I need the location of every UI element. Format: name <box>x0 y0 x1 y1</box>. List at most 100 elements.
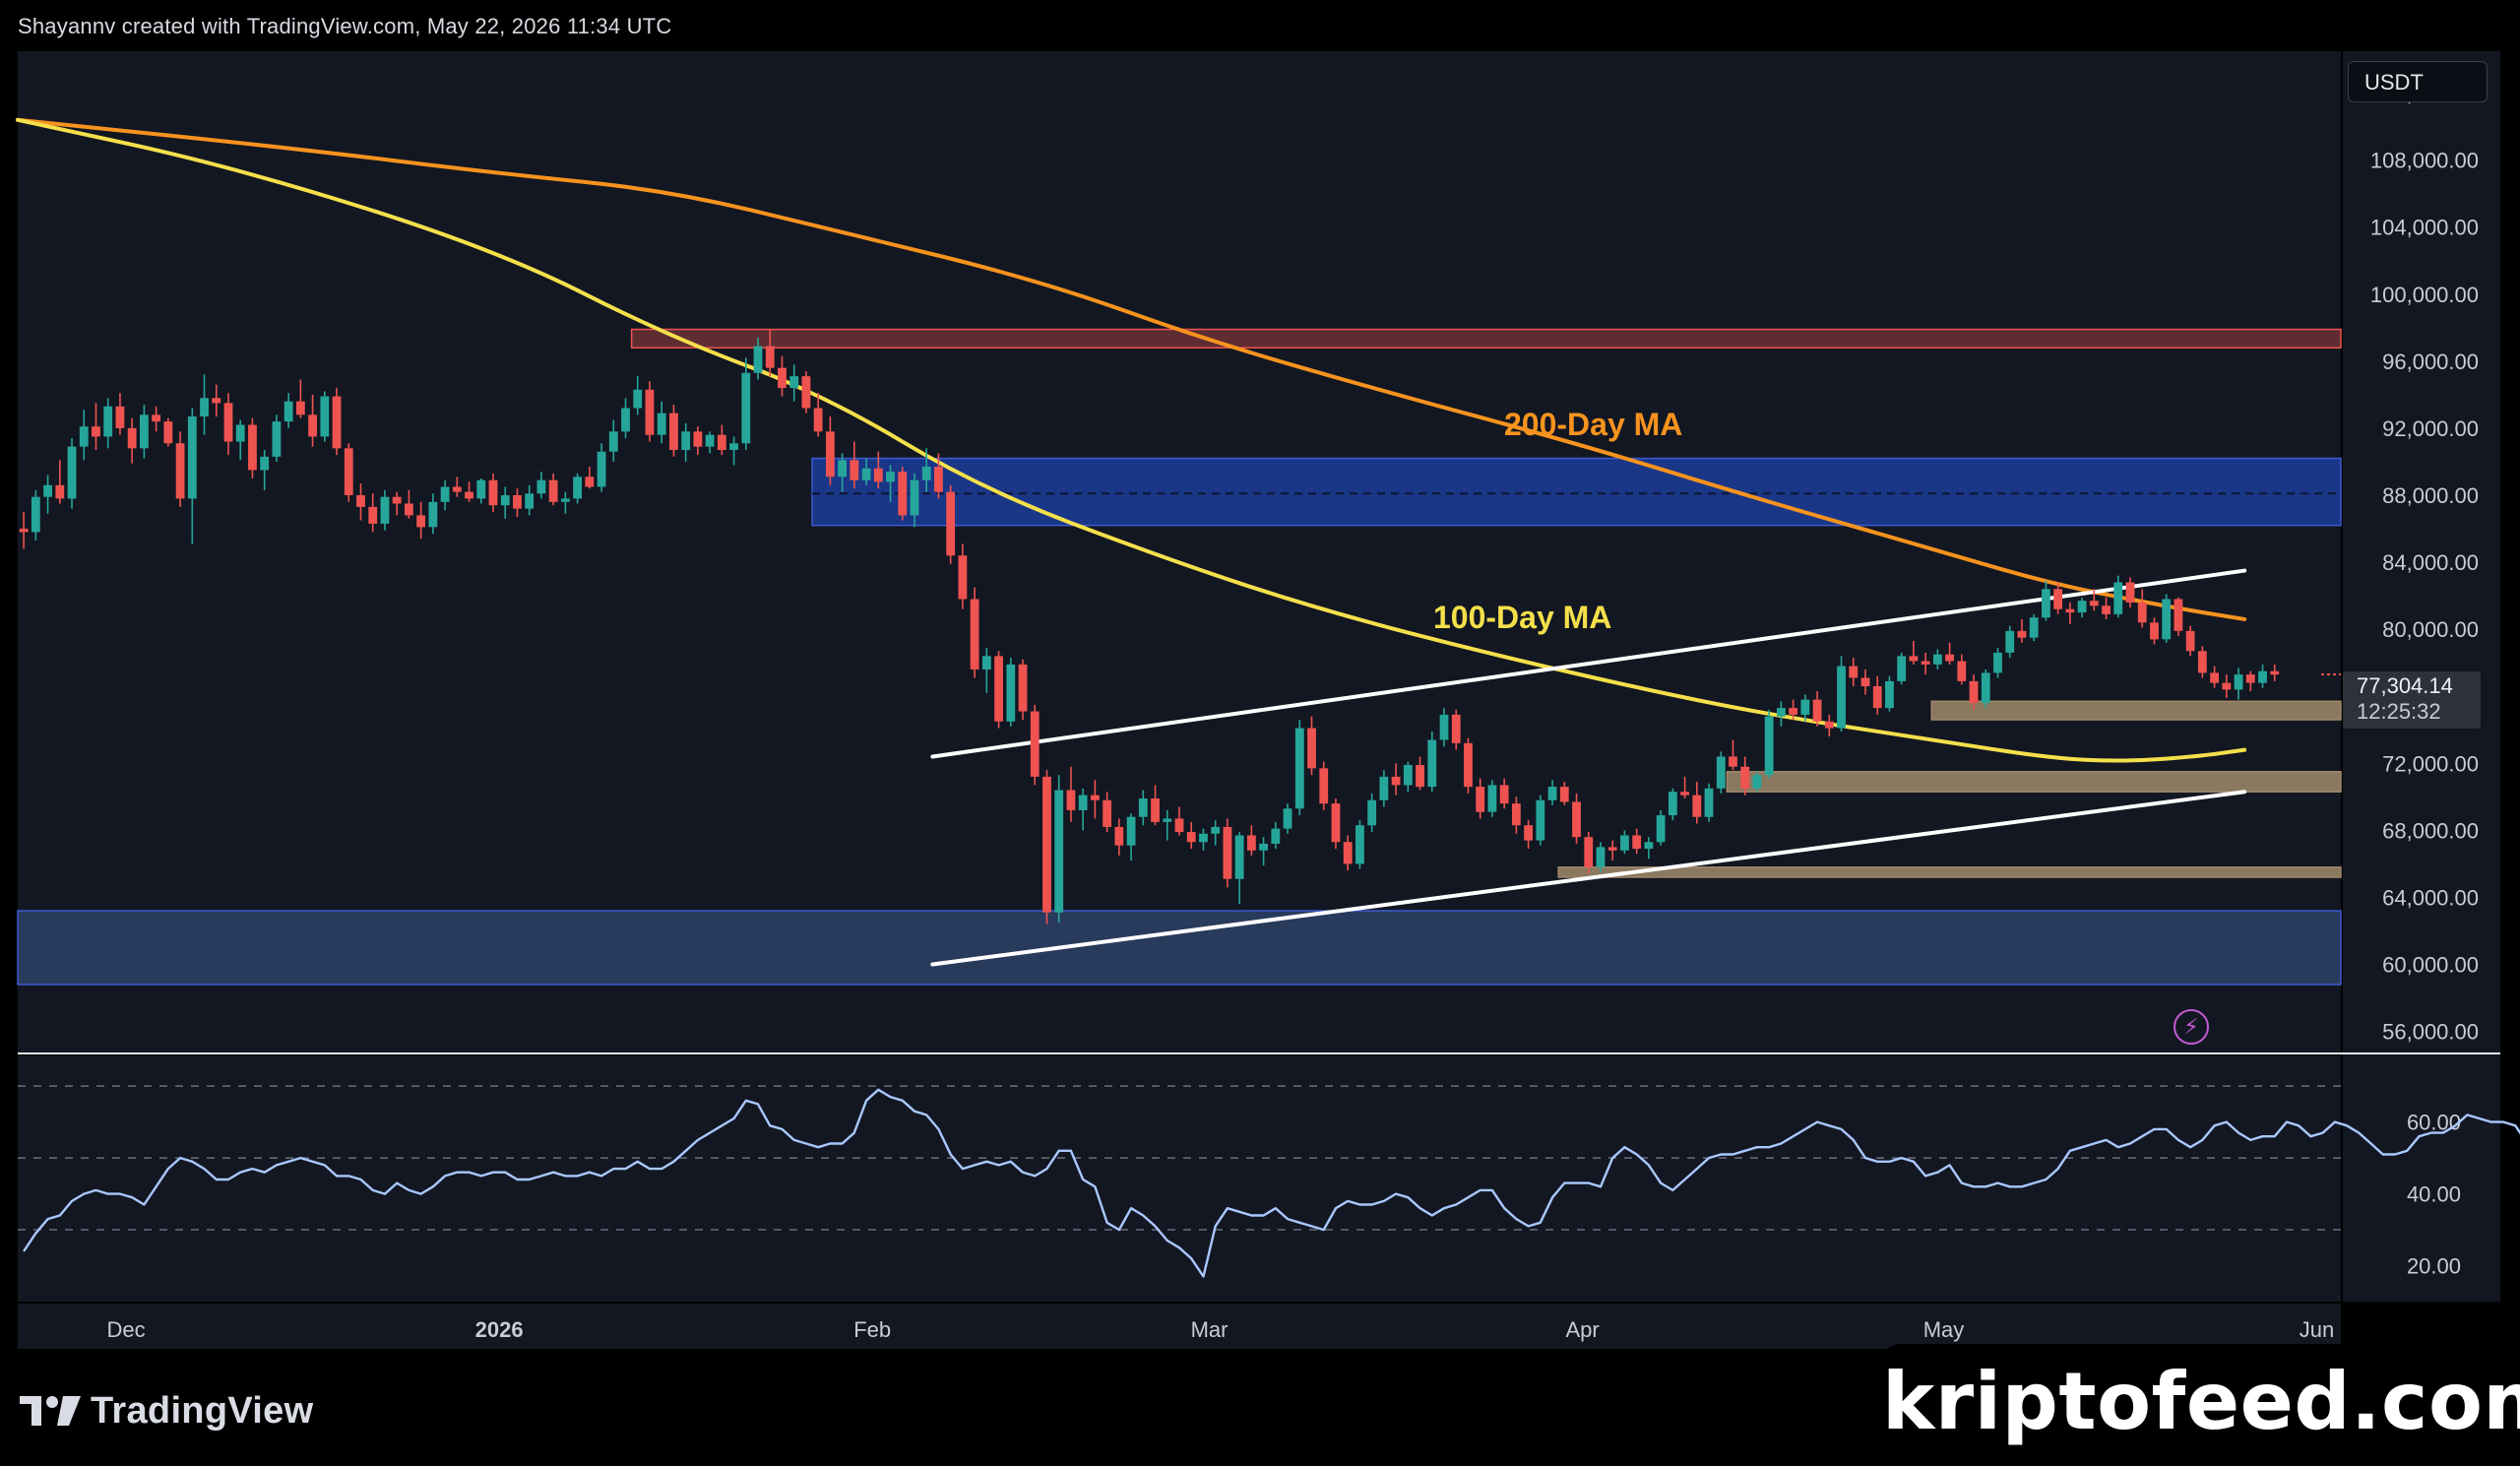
candle-body <box>898 472 908 516</box>
candle-body <box>1644 842 1654 850</box>
candle <box>79 410 89 461</box>
candle-body <box>356 494 365 507</box>
candle <box>741 357 751 451</box>
candle <box>1656 809 1666 846</box>
candle-body <box>1596 847 1606 867</box>
candle <box>67 438 77 509</box>
candle-body <box>2137 602 2147 623</box>
candle-body <box>103 406 113 437</box>
tradingview-logo[interactable]: TradingView <box>20 1386 313 1435</box>
candle-body <box>597 451 606 487</box>
candle-body <box>1607 847 1617 851</box>
candle-body <box>2222 682 2232 690</box>
candle <box>1921 652 1930 675</box>
candle-body <box>994 656 1003 722</box>
candle <box>1451 709 1461 750</box>
candle-body <box>1427 739 1437 788</box>
candle <box>416 501 426 540</box>
candle <box>970 587 979 678</box>
candle-body <box>1186 832 1196 843</box>
candle <box>2270 664 2280 681</box>
candle <box>1487 780 1497 817</box>
candle <box>1234 832 1244 905</box>
candle <box>1620 830 1629 855</box>
price-tick-label: 56,000.00 <box>2382 1020 2479 1045</box>
candle-body <box>1211 826 1221 834</box>
candle <box>1186 821 1196 850</box>
candle <box>152 406 161 432</box>
price-tick-label: 104,000.00 <box>2370 216 2479 240</box>
candle-body <box>1102 799 1112 827</box>
candle-body <box>1572 801 1581 838</box>
candle-body <box>536 479 546 494</box>
candle <box>2005 625 2015 659</box>
candle-body <box>1391 776 1401 786</box>
candle <box>1006 658 1016 727</box>
candle <box>1138 790 1148 826</box>
rsi-pane <box>18 1055 2341 1302</box>
candle <box>1716 751 1726 794</box>
candle <box>1993 647 2002 678</box>
candle <box>1692 782 1702 824</box>
candle <box>1776 701 1786 727</box>
candle <box>560 491 570 514</box>
candle <box>500 486 510 519</box>
candle <box>465 481 473 502</box>
candle-body <box>1800 699 1810 715</box>
candle <box>1981 669 1990 709</box>
candle <box>272 414 282 462</box>
price-tick-label: 60,000.00 <box>2382 953 2479 978</box>
candle-body <box>2077 601 2087 613</box>
candle-body <box>2234 674 2243 690</box>
candle-body <box>1969 680 1979 704</box>
candle-body <box>2258 670 2267 683</box>
currency-selector[interactable]: USDT <box>2348 61 2488 102</box>
time-tick-label: 2026 <box>475 1317 524 1342</box>
candle-body <box>1126 816 1136 846</box>
candle <box>1644 837 1654 860</box>
candle-body <box>152 414 161 422</box>
candle-body <box>2029 617 2039 638</box>
candle <box>428 493 438 535</box>
candle-body <box>440 486 450 502</box>
rsi-line <box>23 1088 2520 1278</box>
candle <box>1102 792 1112 833</box>
candle <box>1872 675 1882 715</box>
candle <box>1812 691 1822 727</box>
candle <box>1559 782 1569 805</box>
candle <box>825 416 835 485</box>
candle-body <box>1981 672 1990 704</box>
candle-body <box>1668 792 1677 816</box>
flash-icon[interactable]: ⚡ <box>2174 1009 2209 1045</box>
candle-body <box>2017 630 2027 638</box>
candle-body <box>1932 654 1942 665</box>
price-tick-label: 68,000.00 <box>2382 818 2479 843</box>
candle-body <box>958 555 968 600</box>
candle-body <box>850 460 859 480</box>
candle-body <box>392 496 402 504</box>
candle <box>1897 652 1907 685</box>
candle-body <box>1524 825 1534 841</box>
candle-body <box>380 496 390 524</box>
candle-body <box>657 413 666 435</box>
candle-body <box>886 472 895 482</box>
candle <box>452 477 462 497</box>
candle-body <box>801 376 811 409</box>
candle <box>778 355 787 397</box>
candle <box>1511 797 1521 834</box>
candle-body <box>1042 776 1051 913</box>
candle-body <box>633 389 643 409</box>
candle-body <box>548 479 558 502</box>
candle <box>103 398 113 449</box>
candle-body <box>1163 818 1172 822</box>
candle-body <box>1091 795 1100 800</box>
candle <box>1042 770 1051 924</box>
candle-body <box>513 494 522 509</box>
candle <box>139 405 149 459</box>
candle <box>1416 756 1424 791</box>
candle-body <box>1584 837 1594 867</box>
candle-body <box>1054 790 1064 913</box>
candle-body <box>1704 788 1714 817</box>
candle <box>1572 793 1581 844</box>
